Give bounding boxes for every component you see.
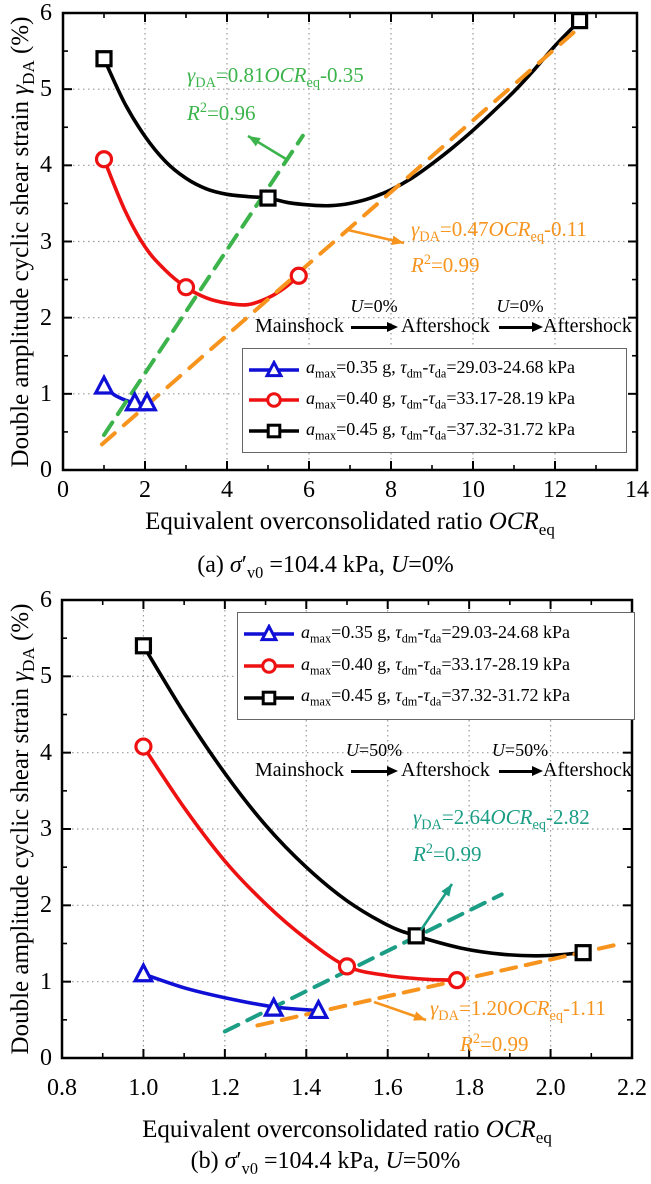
legend-item: amax=0.40 g, τdm-τda=33.17-28.19 kPa [242, 654, 630, 679]
legend-item: amax=0.35 g, τdm-τda=29.03-24.68 kPa [247, 357, 622, 382]
fit-r2-a-orange: R2=0.99 [411, 252, 480, 277]
y-tick-label: 5 [40, 76, 52, 103]
y-tick-label: 3 [40, 816, 52, 842]
u-label-b-2: U=50% [491, 740, 549, 760]
fit-r2-b-orange: R2=0.99 [460, 1031, 529, 1056]
legend-label: amax=0.45 g, τdm-τda=37.32-31.72 kPa [306, 419, 575, 443]
legend-item: amax=0.35 g, τdm-τda=29.03-24.68 kPa [242, 622, 630, 647]
x-axis-title-a: Equivalent overconsolidated ratio OCReq [145, 508, 555, 539]
legend-label: amax=0.35 g, τdm-τda=29.03-24.68 kPa [306, 357, 575, 381]
flow-arrow-icon [499, 326, 532, 329]
x-axis-title-b: Equivalent overconsolidated ratio OCReq [142, 1116, 552, 1147]
y-tick-label: 4 [40, 739, 52, 766]
fit-equation-b-orange: γDA=1.20OCReq-1.11 [430, 996, 606, 1025]
flow-step-aftershock1-b: Aftershock [401, 759, 490, 781]
y-tick-label: 1 [40, 968, 52, 995]
x-tick-label: 0 [57, 477, 69, 503]
x-tick-label: 1.6 [372, 1075, 403, 1101]
x-tick-label: 12 [543, 477, 567, 503]
flow-step-aftershock1-a: Aftershock [401, 315, 490, 337]
y-tick-label: 0 [40, 457, 52, 483]
fit-equation-a-orange: γDA=0.47OCReq-0.11 [411, 217, 587, 246]
legend-marker-square-icon [249, 424, 299, 439]
u-label-b-1: U=50% [345, 740, 403, 760]
legend-label: amax=0.45 g, τdm-τda=37.32-31.72 kPa [301, 685, 570, 709]
legend-item: amax=0.45 g, τdm-τda=37.32-31.72 kPa [242, 685, 630, 710]
flow-step-mainshock-a: Mainshock [255, 315, 344, 337]
u-label-a-1: U=0% [350, 296, 398, 316]
fit-equation-b-teal: γDA=2.64OCReq-2.82 [413, 805, 590, 834]
legend-marker-square-icon [244, 690, 294, 705]
u-label-a-2: U=0% [496, 296, 544, 316]
x-tick-label: 8 [385, 477, 397, 503]
y-tick-label: 2 [40, 304, 52, 331]
x-tick-label: 6 [303, 477, 315, 503]
y-tick-label: 6 [40, 587, 52, 613]
flow-arrow-icon [351, 326, 387, 329]
y-tick-label: 0 [40, 1045, 52, 1071]
y-tick-label: 2 [40, 892, 52, 919]
legend-label: amax=0.35 g, τdm-τda=29.03-24.68 kPa [301, 622, 570, 646]
flow-step-mainshock-b: Mainshock [255, 759, 344, 781]
legend-a: amax=0.35 g, τdm-τda=29.03-24.68 kPa ama… [242, 348, 627, 453]
x-tick-label: 2 [139, 477, 151, 503]
x-tick-label: 1.0 [128, 1075, 159, 1101]
fit-r2-b-teal: R2=0.99 [413, 841, 482, 866]
y-tick-label: 5 [40, 663, 52, 690]
x-tick-label: 2.2 [617, 1075, 647, 1101]
legend-marker-triangle-icon [249, 359, 299, 377]
legend-label: amax=0.40 g, τdm-τda=33.17-28.19 kPa [301, 653, 570, 678]
legend-item: amax=0.45 g, τdm-τda=37.32-31.72 kPa [247, 419, 622, 444]
legend-marker-circle-icon [249, 392, 299, 409]
y-tick-label: 4 [40, 152, 52, 179]
caption-a: (a) σ′v0 =104.4 kPa, U=0% [197, 552, 454, 582]
legend-marker-triangle-icon [244, 624, 294, 642]
x-tick-label: 10 [461, 477, 485, 503]
flow-arrow-icon [499, 770, 532, 773]
flow-arrow-icon [351, 770, 387, 773]
x-tick-label: 1.2 [209, 1075, 240, 1101]
legend-item: amax=0.40 g, τdm-τda=33.17-28.19 kPa [247, 388, 622, 413]
legend-b: amax=0.35 g, τdm-τda=29.03-24.68 kPa ama… [237, 612, 635, 720]
flow-step-aftershock2-a: Aftershock [543, 315, 632, 337]
y-tick-label: 1 [40, 380, 52, 407]
fit-equation-a-green: γDA=0.81OCReq-0.35 [187, 63, 364, 92]
flow-step-aftershock2-b: Aftershock [543, 759, 632, 781]
y-tick-label: 3 [40, 228, 52, 255]
x-tick-label: 2.0 [535, 1075, 566, 1101]
fit-r2-a-green: R2=0.96 [187, 100, 256, 125]
x-tick-label: 1.8 [454, 1075, 485, 1101]
x-tick-label: 4 [221, 477, 233, 503]
x-tick-label: 14 [625, 477, 649, 503]
legend-label: amax=0.40 g, τdm-τda=33.17-28.19 kPa [306, 388, 575, 412]
legend-marker-circle-icon [244, 658, 294, 674]
x-tick-label: 0.8 [47, 1075, 77, 1101]
x-tick-label: 1.4 [291, 1075, 322, 1101]
caption-b: (b) σ′v0 =104.4 kPa, U=50% [190, 1148, 461, 1178]
y-tick-label: 6 [40, 0, 52, 26]
